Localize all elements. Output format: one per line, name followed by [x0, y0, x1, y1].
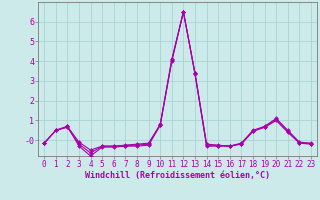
X-axis label: Windchill (Refroidissement éolien,°C): Windchill (Refroidissement éolien,°C) — [85, 171, 270, 180]
